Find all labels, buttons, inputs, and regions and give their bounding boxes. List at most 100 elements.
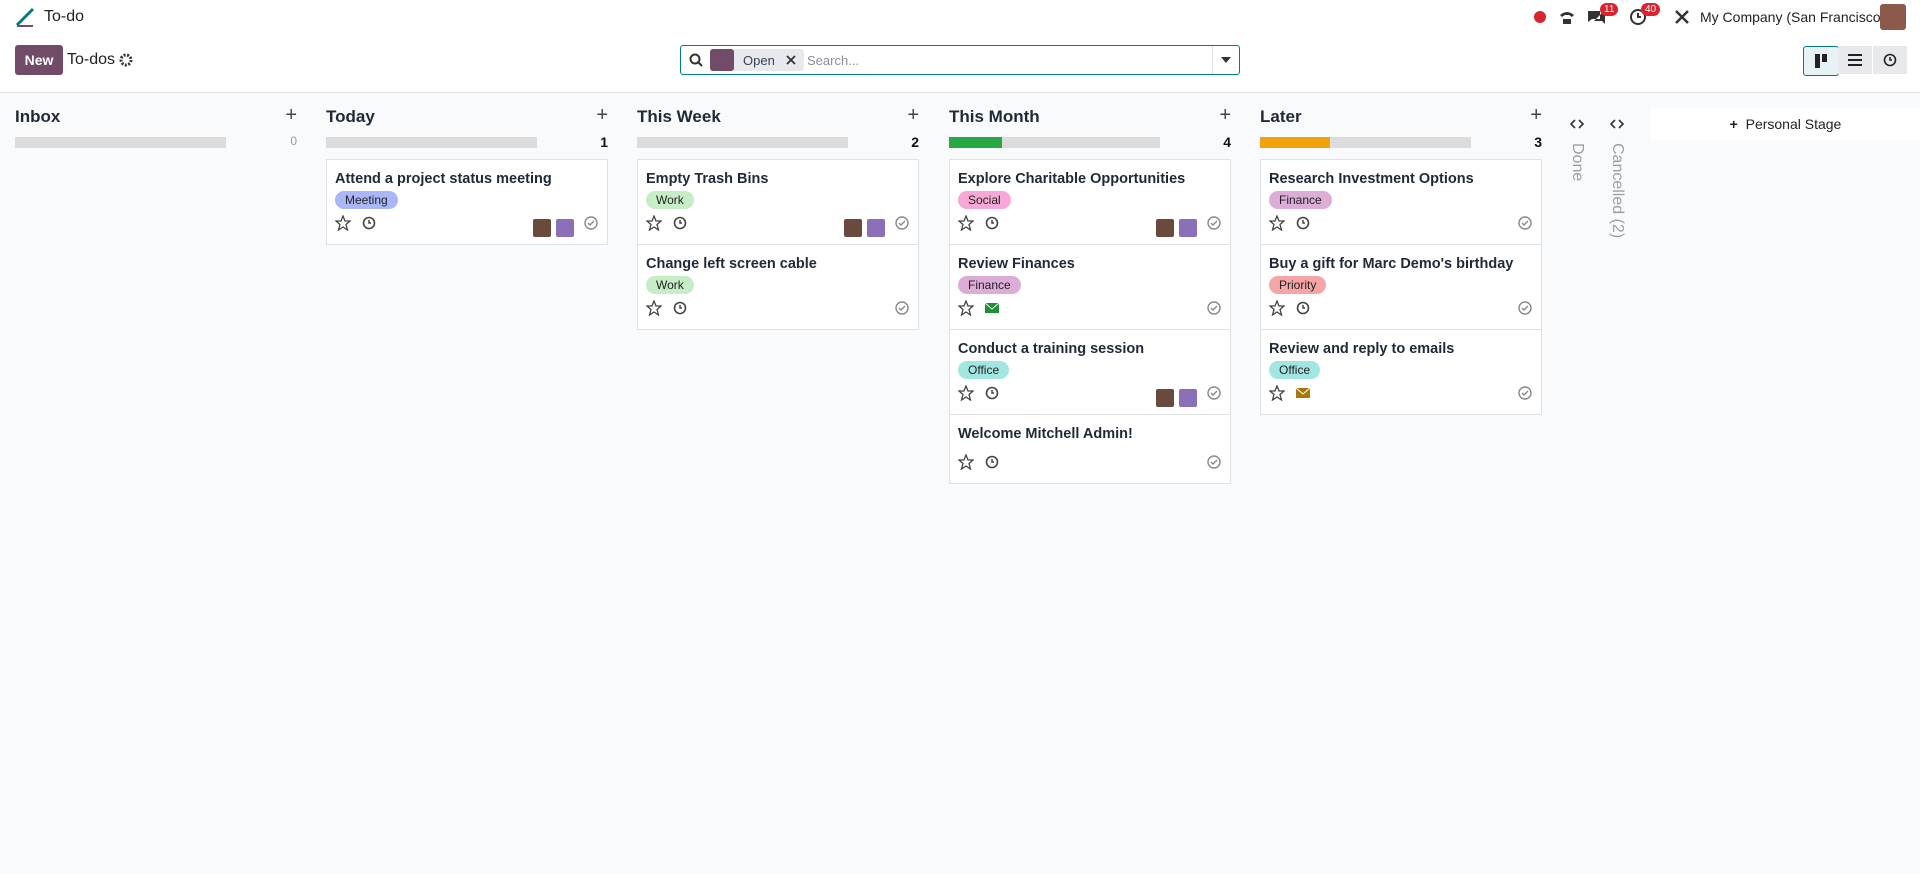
user-avatar[interactable] <box>1880 4 1906 30</box>
search-icon <box>689 53 703 67</box>
activity-icon[interactable] <box>1295 300 1311 321</box>
tag: Priority <box>1269 276 1327 294</box>
card-title: Attend a project status meeting <box>335 171 552 187</box>
unfold-icon[interactable] <box>1569 116 1585 134</box>
progress-segment <box>1260 137 1331 148</box>
activity-icon[interactable] <box>1295 215 1311 236</box>
app-logo <box>15 7 35 27</box>
quick-add[interactable]: + <box>1219 104 1231 126</box>
done-check[interactable] <box>894 215 910 236</box>
column-count: 2 <box>911 134 919 150</box>
tag: Work <box>646 191 694 209</box>
activity-icon[interactable] <box>361 215 377 236</box>
star-icon[interactable] <box>334 214 352 236</box>
quick-add[interactable]: + <box>596 104 608 126</box>
kanban-view-button[interactable] <box>1803 46 1839 76</box>
star-icon[interactable] <box>957 214 975 236</box>
column-count: 4 <box>1223 134 1231 150</box>
card-list: Empty Trash Bins Work Change left screen c… <box>637 159 919 330</box>
activity-badge: 40 <box>1641 3 1661 16</box>
new-button[interactable]: New <box>15 45 63 75</box>
breadcrumb: To-dos <box>67 51 116 68</box>
avatar <box>844 219 862 237</box>
quick-add[interactable]: + <box>1530 104 1542 126</box>
card-title: Review Finances <box>958 256 1075 272</box>
star-icon[interactable] <box>957 453 975 475</box>
done-check[interactable] <box>1206 385 1222 406</box>
column-count: 3 <box>1534 134 1542 150</box>
todo-card[interactable]: Research Investment Options Finance <box>1260 159 1542 245</box>
todo-card[interactable]: Empty Trash Bins Work <box>637 159 919 245</box>
activity-icon[interactable] <box>1628 7 1648 27</box>
company-name[interactable]: My Company (San Francisco) <box>1700 9 1886 25</box>
activity-icon[interactable] <box>672 215 688 236</box>
done-check[interactable] <box>894 300 910 321</box>
filter-facet: Open <box>710 49 804 71</box>
todo-card[interactable]: Conduct a training session Office <box>949 329 1231 415</box>
tag: Social <box>958 191 1011 209</box>
personal-stage-label: Personal Stage <box>1745 116 1842 132</box>
search-placeholder: Search... <box>807 53 860 68</box>
app-name[interactable]: To-do <box>44 8 85 25</box>
avatar <box>867 219 885 237</box>
column-title: This Month <box>949 107 1040 126</box>
star-icon[interactable] <box>1268 299 1286 321</box>
tag: Office <box>1269 361 1321 379</box>
card-title: Review and reply to emails <box>1269 341 1455 357</box>
done-check[interactable] <box>1206 300 1222 321</box>
personal-stage-button[interactable]: + Personal Stage <box>1651 108 1920 140</box>
todo-card[interactable]: Review and reply to emails Office <box>1260 329 1542 415</box>
star-icon[interactable] <box>645 214 663 236</box>
todo-card[interactable]: Change left screen cable Work <box>637 244 919 330</box>
todo-card[interactable]: Buy a gift for Marc Demo's birthday Prior… <box>1260 244 1542 330</box>
phone-icon[interactable] <box>1557 7 1577 27</box>
card-title: Change left screen cable <box>646 256 817 272</box>
done-check[interactable] <box>1517 385 1533 406</box>
unfold-icon[interactable] <box>1609 116 1625 134</box>
todo-card[interactable]: Attend a project status meeting Meeting <box>326 159 608 245</box>
activity-icon[interactable] <box>1295 385 1311 406</box>
activity-icon[interactable] <box>984 385 1000 406</box>
top-bar: To-do 11 40 My Company (San Francisco) <box>0 0 1920 37</box>
activity-view-button[interactable] <box>1873 46 1907 74</box>
quick-add[interactable]: + <box>285 104 297 126</box>
chat-icon[interactable] <box>1586 7 1606 27</box>
tag: Finance <box>1269 191 1332 209</box>
activity-icon[interactable] <box>984 215 1000 236</box>
todo-card[interactable]: Explore Charitable Opportunities Social <box>949 159 1231 245</box>
tag: Meeting <box>335 191 398 209</box>
done-check[interactable] <box>583 215 599 236</box>
card-title: Conduct a training session <box>958 341 1145 357</box>
star-icon[interactable] <box>1268 384 1286 406</box>
star-icon[interactable] <box>957 299 975 321</box>
search-box[interactable]: Open Search... <box>680 45 1240 75</box>
folded-column[interactable]: Cancelled (2) <box>1609 143 1626 239</box>
search-toggle[interactable] <box>1212 46 1239 74</box>
quick-add[interactable]: + <box>907 104 919 126</box>
status-dot[interactable] <box>1534 11 1546 23</box>
done-check[interactable] <box>1517 300 1533 321</box>
todo-card[interactable]: Welcome Mitchell Admin! <box>949 414 1231 484</box>
star-icon[interactable] <box>1268 214 1286 236</box>
list-view-button[interactable] <box>1838 46 1872 74</box>
star-icon[interactable] <box>957 384 975 406</box>
progress-segment <box>949 137 1002 148</box>
tools-icon[interactable] <box>1672 7 1692 27</box>
column-count: 1 <box>600 134 608 150</box>
star-icon[interactable] <box>645 299 663 321</box>
todo-card[interactable]: Review Finances Finance <box>949 244 1231 330</box>
avatar <box>1156 219 1174 237</box>
folded-column[interactable]: Done <box>1569 143 1586 182</box>
avatar <box>1179 389 1197 407</box>
done-check[interactable] <box>1206 454 1222 475</box>
done-check[interactable] <box>1206 215 1222 236</box>
gear-icon[interactable] <box>119 53 133 67</box>
activity-icon[interactable] <box>672 300 688 321</box>
done-check[interactable] <box>1517 215 1533 236</box>
facet-remove[interactable] <box>786 55 796 65</box>
progress-bar <box>1260 137 1471 148</box>
activity-icon[interactable] <box>984 454 1000 475</box>
card-list: Research Investment Options Finance Buy a … <box>1260 159 1542 415</box>
activity-icon[interactable] <box>984 300 1000 321</box>
